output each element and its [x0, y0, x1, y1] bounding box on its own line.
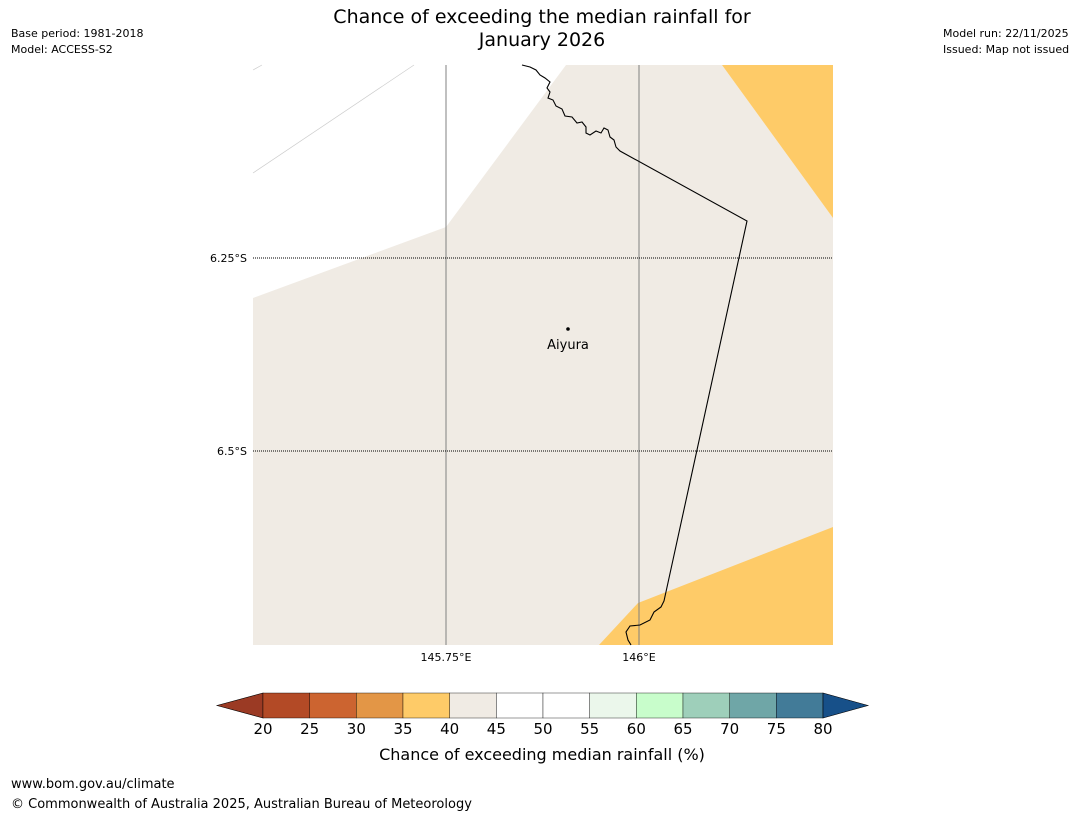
colorbar-segment [589, 692, 637, 719]
copyright-text: © Commonwealth of Australia 2025, Austra… [11, 797, 472, 812]
colorbar-segment [729, 692, 777, 719]
colorbar-tick-label: 75 [767, 720, 786, 738]
map-title: Chance of exceeding the median rainfall … [242, 6, 842, 52]
contour-line [252, 64, 415, 174]
metadata-right: Model run: 22/11/2025 Issued: Map not is… [943, 26, 1069, 58]
place-marker [566, 327, 570, 331]
colorbar-tick-label: 65 [673, 720, 692, 738]
region-35-40-percent-southeast [599, 527, 833, 645]
colorbar-extend-low [215, 692, 264, 719]
colorbar-tick-label: 30 [347, 720, 366, 738]
issued-text: Issued: Map not issued [943, 43, 1070, 56]
region-40-45-percent [253, 65, 833, 645]
model-text: Model: ACCESS-S2 [11, 43, 113, 56]
colorbar-extend-high [822, 692, 870, 719]
latitude-label: 6.5°S [217, 445, 247, 458]
colorbar-tick-label: 45 [487, 720, 506, 738]
longitude-label: 146°E [622, 651, 655, 664]
colorbar-tick-label: 35 [393, 720, 412, 738]
colorbar-tick-label: 70 [720, 720, 739, 738]
region-35-40-percent-northeast [722, 65, 833, 218]
colorbar-segment [449, 692, 497, 719]
colorbar-segment [682, 692, 730, 719]
map-panel: Aiyura 6.25°S 6.5°S 145.75°E 146°E [210, 64, 833, 664]
colorbar-tick-label: 55 [580, 720, 599, 738]
latitude-label: 6.25°S [210, 252, 247, 265]
footer: www.bom.gov.au/climate © Commonwealth of… [11, 775, 472, 815]
place-label: Aiyura [547, 338, 589, 353]
colorbar-tick-label: 25 [300, 720, 319, 738]
colorbar-segment [776, 692, 824, 719]
longitude-label: 145.75°E [421, 651, 472, 664]
metadata-left: Base period: 1981-2018 Model: ACCESS-S2 [11, 26, 143, 58]
title-line-1: Chance of exceeding the median rainfall … [333, 6, 751, 28]
website-text: www.bom.gov.au/climate [11, 777, 175, 792]
colorbar-tick-label: 60 [627, 720, 646, 738]
colorbar-label: Chance of exceeding median rainfall (%) [379, 745, 705, 764]
model-run-text: Model run: 22/11/2025 [943, 27, 1069, 40]
colorbar-tick-label: 80 [813, 720, 832, 738]
colorbar-tick-label: 40 [440, 720, 459, 738]
colorbar-tick-label: 20 [253, 720, 272, 738]
contour-line [252, 64, 263, 71]
colorbar-tick-label: 50 [533, 720, 552, 738]
base-period-text: Base period: 1981-2018 [11, 27, 144, 40]
colorbar: 20 25 30 35 40 45 50 55 60 65 70 75 80 [215, 692, 870, 738]
colorbar-segment [636, 692, 684, 719]
colorbar-segment [262, 692, 310, 719]
colorbar-segment [402, 692, 450, 719]
title-line-2: January 2026 [478, 29, 606, 51]
colorbar-segment [496, 692, 544, 719]
colorbar-segment [356, 692, 404, 719]
colorbar-segment [542, 692, 590, 719]
colorbar-segment [309, 692, 357, 719]
country-border [521, 64, 748, 646]
